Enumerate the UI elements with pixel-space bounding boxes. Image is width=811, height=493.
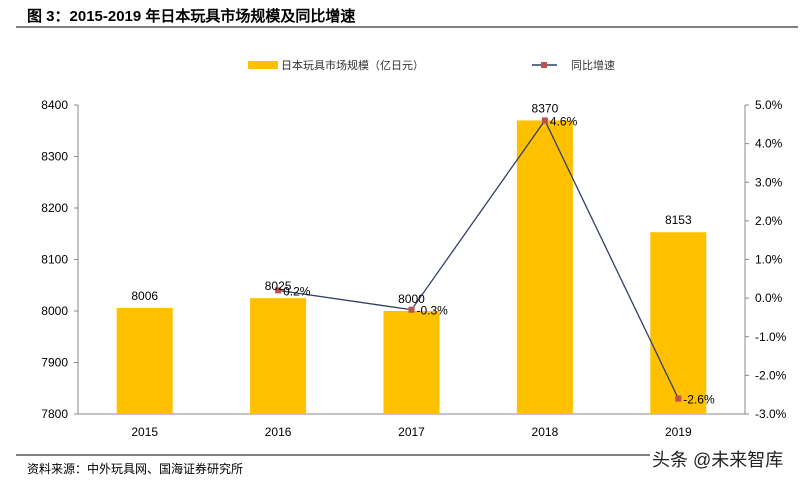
growth-marker	[408, 306, 415, 313]
left-tick-label: 8000	[41, 304, 68, 318]
right-tick-label: 0.0%	[755, 291, 783, 305]
legend-bar-label: 日本玩具市场规模（亿日元）	[281, 58, 424, 72]
left-tick-label: 8300	[41, 150, 68, 164]
bar-data-label: 8006	[131, 289, 158, 303]
right-tick-label: 1.0%	[755, 253, 783, 267]
bar-data-label: 8025	[265, 279, 292, 293]
bar-data-label: 8000	[398, 292, 425, 306]
right-tick-label: 5.0%	[755, 98, 783, 112]
legend-line-marker	[541, 62, 547, 68]
x-tick-label: 2019	[665, 425, 692, 439]
growth-marker	[541, 117, 548, 124]
x-tick-label: 2017	[398, 425, 425, 439]
bar	[250, 298, 307, 414]
line-data-label: 0.2%	[283, 284, 311, 298]
right-tick-label: -2.0%	[755, 368, 787, 382]
left-tick-label: 7800	[41, 407, 68, 421]
x-tick-label: 2015	[131, 425, 158, 439]
x-tick-label: 2018	[532, 425, 559, 439]
left-tick-label: 8200	[41, 201, 68, 215]
legend-bar-swatch	[248, 61, 278, 69]
growth-marker	[675, 395, 682, 402]
bar-data-label: 8370	[532, 101, 559, 115]
growth-marker	[275, 287, 282, 294]
legend: 日本玩具市场规模（亿日元） 同比增速	[248, 58, 615, 72]
bar	[383, 311, 440, 414]
bar	[650, 232, 707, 414]
chart-title: 图 3：2015-2019 年日本玩具市场规模及同比增速	[27, 7, 355, 25]
right-tick-label: 3.0%	[755, 175, 783, 189]
right-tick-label: 2.0%	[755, 214, 783, 228]
legend-line-label: 同比增速	[571, 58, 615, 72]
right-tick-label: 4.0%	[755, 137, 783, 151]
right-tick-label: -3.0%	[755, 407, 787, 421]
bar-data-label: 8153	[665, 213, 692, 227]
right-tick-label: -1.0%	[755, 330, 787, 344]
line-data-label: -2.6%	[683, 393, 715, 407]
line-data-label: 4.6%	[550, 114, 578, 128]
left-tick-label: 8100	[41, 253, 68, 267]
source-note: 资料来源：中外玩具网、国海证券研究所	[27, 461, 243, 476]
growth-line	[278, 119, 679, 399]
left-tick-label: 8400	[41, 98, 68, 112]
bar	[116, 307, 173, 414]
x-tick-label: 2016	[265, 425, 292, 439]
bar	[516, 120, 573, 414]
watermark: 头条 @未来智库	[652, 450, 783, 470]
left-tick-label: 7900	[41, 356, 68, 370]
line-data-label: -0.3%	[417, 304, 449, 318]
